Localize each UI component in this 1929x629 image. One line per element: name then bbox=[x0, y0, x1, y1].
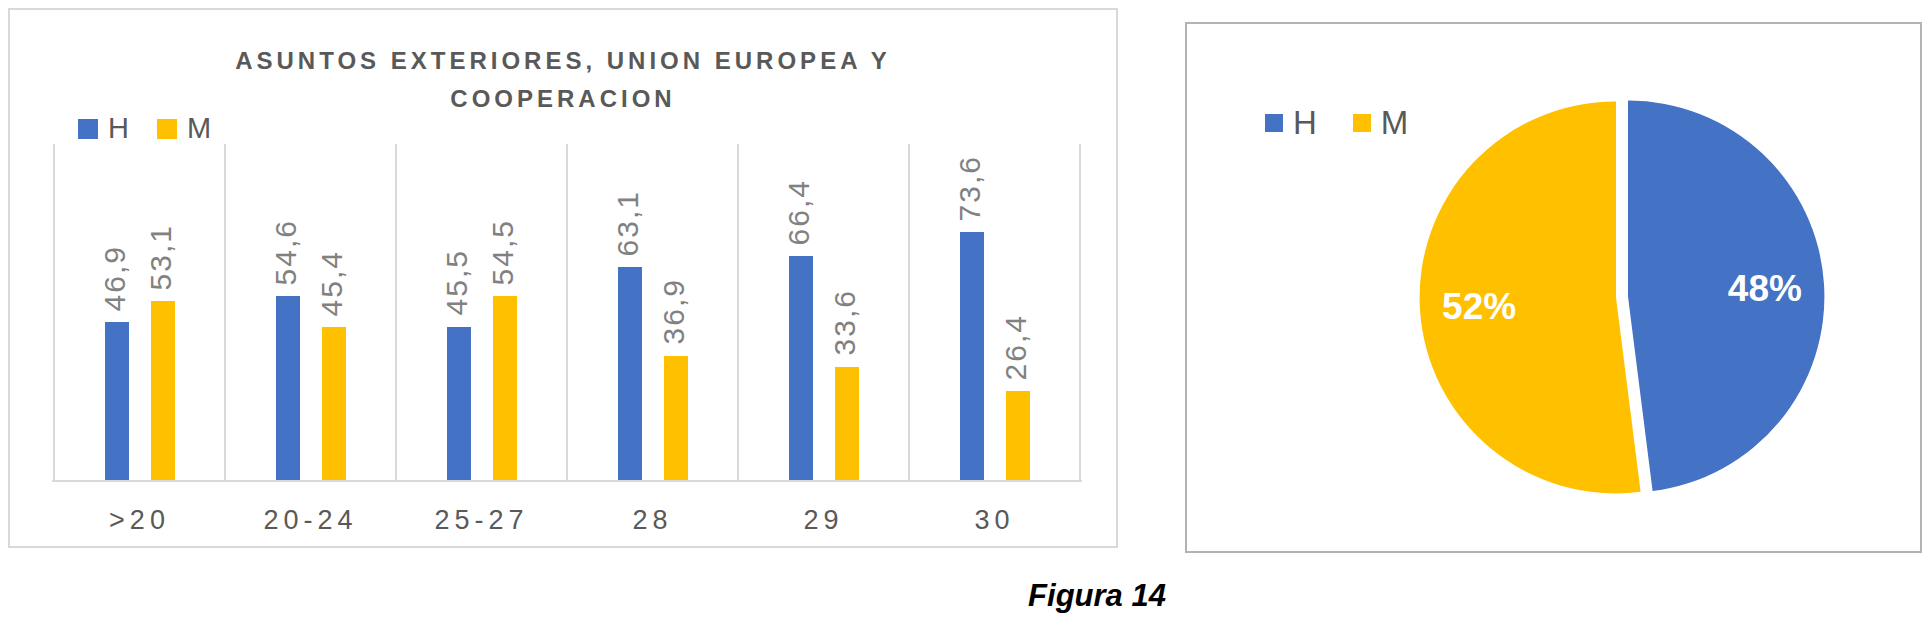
x-axis-label: 20-24 bbox=[225, 505, 396, 536]
legend-swatch-m bbox=[157, 119, 177, 139]
bar-m-4 bbox=[835, 367, 859, 480]
legend-label-m: M bbox=[187, 112, 211, 145]
bar-value-label: 45,4 bbox=[315, 250, 353, 316]
bar-value-label: 26,4 bbox=[999, 314, 1037, 380]
gridline bbox=[1079, 144, 1081, 481]
gridline bbox=[53, 144, 55, 481]
bar-chart-legend: H M bbox=[78, 112, 211, 145]
bar-value-label: 46,9 bbox=[98, 245, 136, 311]
bar-m-0 bbox=[151, 301, 175, 480]
gridline bbox=[224, 144, 226, 481]
bar-chart-title: ASUNTOS EXTERIORES, UNION EUROPEA Y COOP… bbox=[10, 42, 1116, 118]
bar-value-label: 54,5 bbox=[486, 219, 524, 285]
bar-chart-panel: ASUNTOS EXTERIORES, UNION EUROPEA Y COOP… bbox=[8, 8, 1118, 548]
bar-m-2 bbox=[493, 296, 517, 480]
bar-plot-area: 46,9 54,6 45,5 63,1 66,4 73,6 53,1 45,4 54,5 36,9… bbox=[54, 144, 1080, 481]
bar-h-2 bbox=[447, 327, 471, 480]
gridline bbox=[395, 144, 397, 481]
legend-item-h: H bbox=[78, 112, 129, 145]
bar-chart-title-line1: ASUNTOS EXTERIORES, UNION EUROPEA Y bbox=[10, 42, 1116, 80]
bar-m-3 bbox=[664, 356, 688, 480]
bar-value-label: 66,4 bbox=[782, 179, 820, 245]
x-axis-label: >20 bbox=[54, 505, 225, 536]
bar-value-label: 45,5 bbox=[440, 249, 478, 315]
legend-label-h: H bbox=[108, 112, 129, 145]
bar-value-label: 33,6 bbox=[828, 289, 866, 355]
bar-value-label: 36,9 bbox=[657, 278, 695, 344]
x-axis-label: 28 bbox=[567, 505, 738, 536]
bar-h-0 bbox=[105, 322, 129, 480]
legend-item-m: M bbox=[157, 112, 211, 145]
bar-m-1 bbox=[322, 327, 346, 480]
gridline bbox=[908, 144, 910, 481]
pie-label-h: 48% bbox=[1728, 268, 1802, 309]
pie-svg: 48% 52% bbox=[1187, 24, 1920, 551]
bar-h-5 bbox=[960, 232, 984, 480]
bar-m-5 bbox=[1006, 391, 1030, 480]
bar-value-label: 53,1 bbox=[144, 224, 182, 290]
x-axis-labels: >2020-2425-27282930 bbox=[54, 505, 1080, 545]
x-axis-label: 29 bbox=[738, 505, 909, 536]
x-axis-label: 25-27 bbox=[396, 505, 567, 536]
pie-chart-panel: H M 48%52% bbox=[1185, 22, 1922, 553]
figure-caption: Figura 14 bbox=[947, 578, 1247, 614]
bar-h-1 bbox=[276, 296, 300, 480]
x-axis-label: 30 bbox=[909, 505, 1080, 536]
bar-h-4 bbox=[789, 256, 813, 480]
bar-value-label: 54,6 bbox=[269, 219, 307, 285]
gridline bbox=[566, 144, 568, 481]
bar-value-label: 63,1 bbox=[611, 190, 649, 256]
gridline bbox=[737, 144, 739, 481]
bar-value-label: 73,6 bbox=[953, 155, 991, 221]
legend-swatch-h bbox=[78, 119, 98, 139]
bar-h-3 bbox=[618, 267, 642, 480]
pie-label-m: 52% bbox=[1442, 286, 1516, 327]
